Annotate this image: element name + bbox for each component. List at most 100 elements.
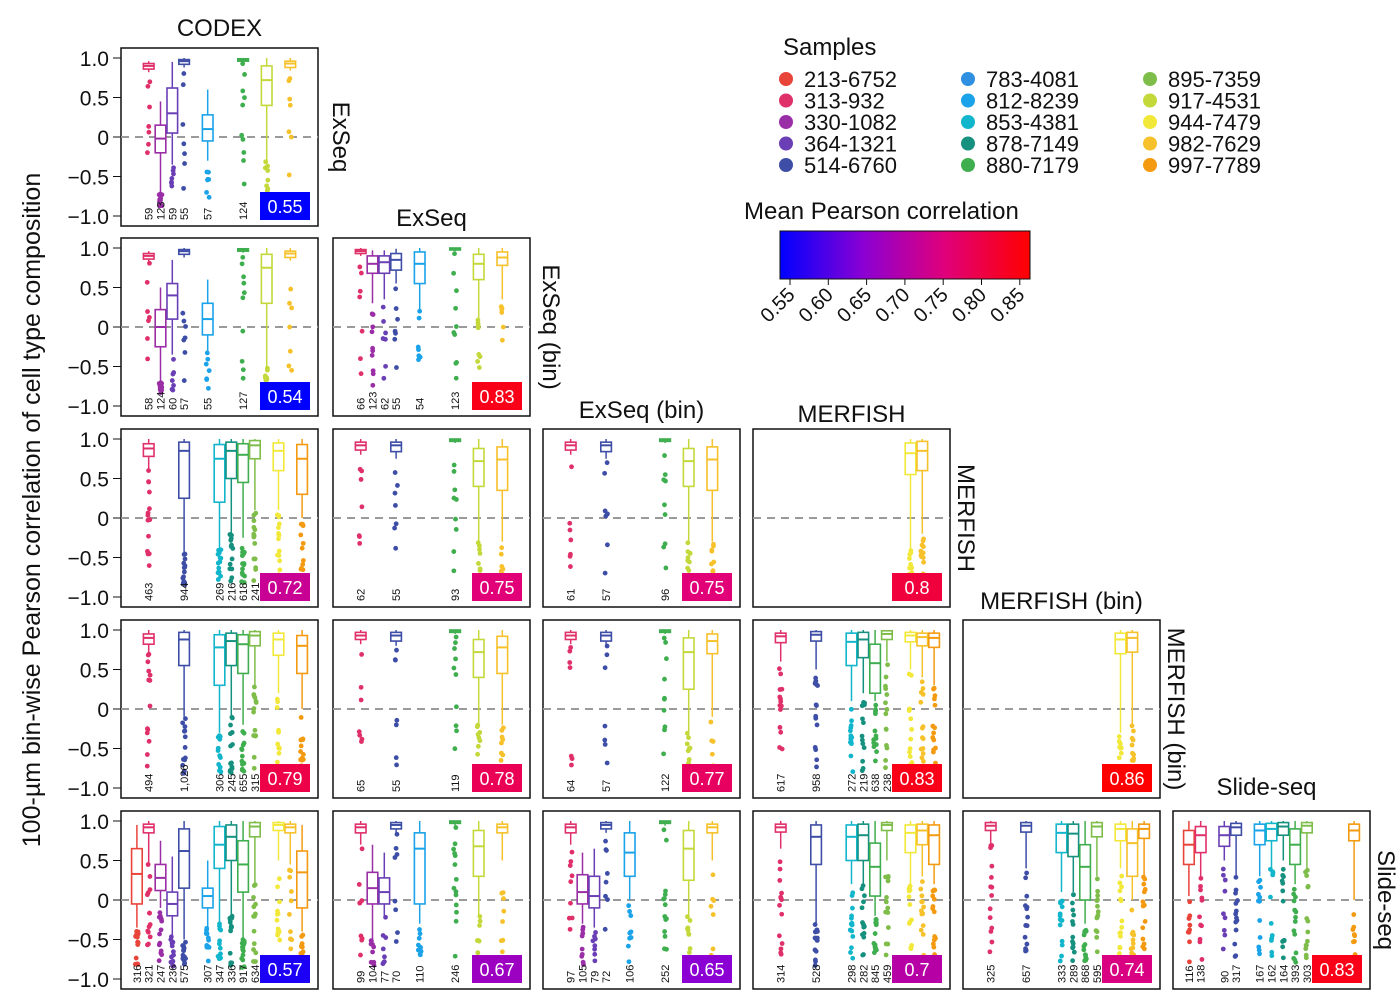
box-812-8239: 57 [201, 89, 215, 220]
box-880-7179: 124 [236, 57, 250, 220]
outlier-point [145, 83, 151, 89]
mean-label: 0.65 [689, 960, 724, 980]
count-label: 618 [238, 583, 250, 601]
outlier-point [874, 749, 879, 755]
iqr-box [623, 832, 636, 878]
outlier-point [204, 189, 209, 195]
outlier-point [662, 929, 668, 934]
outlier-point [602, 570, 608, 576]
outlier-point [779, 941, 785, 946]
outlier-point [451, 665, 457, 671]
count-label: 162 [1267, 965, 1279, 983]
outlier-point [171, 165, 176, 171]
mean-label: 0.72 [267, 578, 302, 598]
outlier-point [395, 316, 400, 322]
iqr-box [496, 251, 509, 267]
outlier-point [452, 862, 458, 867]
outlier-point [393, 503, 398, 508]
outlier-point [218, 573, 224, 579]
outlier-point [157, 931, 162, 937]
outlier-point [454, 728, 459, 734]
box-313-932: 321 [142, 821, 156, 983]
iqr-box [248, 821, 262, 838]
y-tick-label: −0.5 [68, 357, 109, 380]
outlier-point [908, 716, 914, 722]
outlier-point [930, 749, 936, 755]
mean-badge [892, 955, 942, 983]
outlier-point [1280, 888, 1286, 894]
outlier-point [370, 345, 375, 351]
box-878-7149: 219 [857, 630, 870, 792]
outlier-point [287, 874, 293, 880]
colorbar: Mean Pearson correlation 0.550.600.650.7… [744, 198, 1031, 327]
outlier-point [568, 537, 574, 543]
outlier-point [687, 946, 693, 951]
box-313-932: 325 [984, 821, 998, 983]
outlier-point [359, 328, 365, 334]
outlier-point [569, 873, 575, 879]
count-label: 57 [601, 780, 613, 792]
box-880-7179: 868 [1078, 821, 1092, 983]
count-label: 96 [660, 589, 672, 601]
outlier-point [217, 921, 222, 927]
count-label: 77 [379, 971, 391, 983]
outlier-point [849, 922, 855, 928]
outlier-point [1070, 958, 1076, 964]
outlier-point [169, 954, 174, 960]
iqr-box [1126, 828, 1139, 878]
outlier-point [1187, 922, 1193, 928]
outlier-point [1070, 907, 1076, 913]
outlier-point [1119, 924, 1125, 930]
count-label: 62 [356, 589, 368, 601]
outlier-point [1220, 946, 1226, 952]
outlier-point [498, 750, 504, 756]
y-tick-label: 0 [97, 317, 109, 340]
count-label: 494 [144, 774, 156, 792]
outlier-point [662, 946, 667, 952]
outlier-point [477, 551, 483, 556]
outlier-point [380, 304, 386, 310]
outlier-point [710, 568, 716, 574]
outlier-point [885, 662, 890, 668]
outlier-point [181, 337, 187, 343]
outlier-point [453, 516, 458, 522]
outlier-point [451, 549, 457, 554]
count-label: 1,026 [179, 764, 191, 792]
box-514-6760: 55 [389, 248, 403, 410]
outlier-point [1199, 957, 1205, 962]
outlier-point [251, 706, 257, 711]
outlier-point [663, 656, 669, 662]
outlier-point [382, 954, 387, 960]
outlier-point [1280, 898, 1286, 904]
box-364-1321: 79 [588, 848, 601, 983]
outlier-point [884, 909, 890, 915]
outlier-point [1129, 907, 1135, 913]
iqr-box [142, 442, 155, 458]
outlier-point [217, 555, 223, 561]
outlier-point [251, 947, 256, 952]
y-tick-label: 0 [97, 699, 109, 722]
outlier-point [989, 939, 995, 945]
outlier-point [181, 569, 187, 575]
outlier-point [602, 926, 608, 932]
outlier-point [145, 356, 151, 362]
box-514-6760: 528 [809, 821, 823, 983]
outlier-point [814, 938, 820, 943]
outlier-point [240, 367, 246, 373]
box-880-7179: 638 [868, 630, 882, 792]
y-tick-label: 0.5 [80, 278, 109, 301]
box-330-1082: 104 [366, 844, 380, 983]
outlier-point [872, 931, 878, 936]
count-label: 617 [776, 774, 788, 792]
outlier-point [274, 917, 280, 923]
legend-label: 878-7149 [986, 132, 1079, 157]
outlier-point [885, 925, 891, 930]
outlier-point [393, 657, 398, 663]
outlier-point [170, 963, 176, 969]
outlier-point [684, 741, 690, 747]
box-878-7149: 216 [225, 439, 238, 601]
outlier-point [169, 943, 175, 949]
outlier-point [287, 96, 293, 102]
samples-legend: Samples 213-6752313-932330-1082364-13215… [779, 34, 1261, 178]
